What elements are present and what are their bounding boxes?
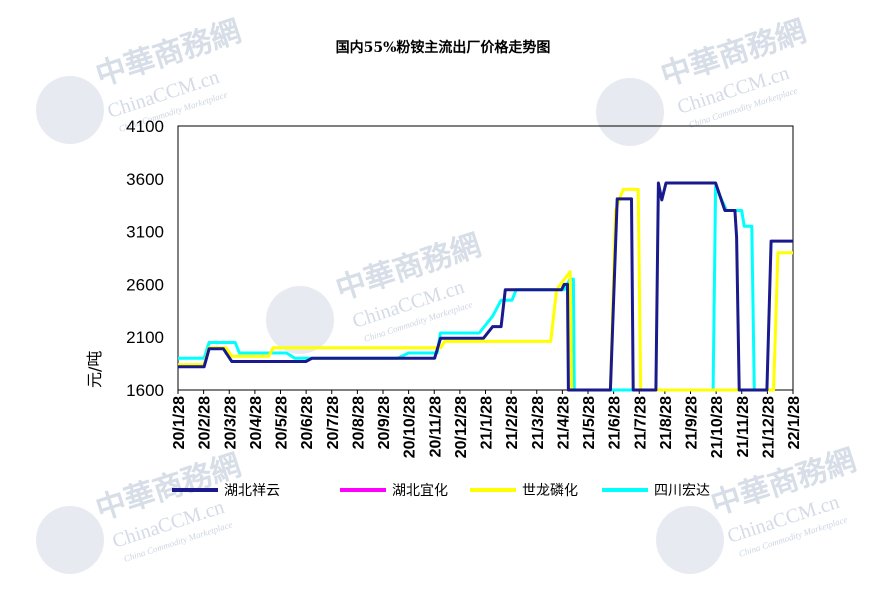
- y-tick-label: 3600: [126, 170, 164, 189]
- y-tick-label: 4100: [126, 117, 164, 136]
- x-tick-label: 21/2/28: [504, 396, 521, 449]
- x-tick-label: 21/8/28: [658, 396, 675, 449]
- series-lines: [178, 181, 793, 392]
- x-tick-label: 21/1/28: [479, 396, 496, 449]
- x-tick-label: 20/2/28: [197, 396, 214, 449]
- legend-label: 世龙磷化: [522, 483, 578, 499]
- x-tick-label: 20/4/28: [248, 396, 265, 449]
- series-line-湖北祥云: [178, 181, 793, 392]
- x-tick-label: 20/1/28: [171, 396, 188, 449]
- x-tick-label: 20/10/28: [402, 396, 419, 458]
- legend-label: 湖北宜化: [392, 483, 448, 499]
- x-tick-label: 22/1/28: [786, 396, 803, 449]
- legend-label: 四川宏达: [654, 483, 710, 499]
- x-axis: 20/1/28 20/2/28 20/3/28 20/4/28 20/5/28 20/6/…: [171, 390, 803, 458]
- y-axis: 1600 2100 2600 3100 3600 4100: [126, 117, 164, 400]
- x-tick-label: 21/5/28: [581, 396, 598, 449]
- x-tick-label: 21/10/28: [709, 396, 726, 458]
- watermark-globe-icon: [36, 76, 724, 574]
- y-tick-label: 2600: [126, 275, 164, 294]
- series-line-世龙磷化: [178, 187, 793, 392]
- y-tick-label: 3100: [126, 223, 164, 242]
- chart-title: 国内55%粉铵主流出厂价格走势图: [336, 39, 551, 56]
- y-tick-label: 2100: [126, 328, 164, 347]
- y-tick-label: 1600: [126, 381, 164, 400]
- x-tick-label: 21/12/28: [760, 396, 777, 458]
- x-tick-label: 21/6/28: [607, 396, 624, 449]
- x-tick-label: 20/5/28: [274, 396, 291, 449]
- x-tick-label: 21/9/28: [684, 396, 701, 449]
- x-tick-label: 20/12/28: [453, 396, 470, 458]
- legend: 湖北祥云 湖北宜化 世龙磷化 四川宏达: [172, 483, 710, 499]
- x-tick-label: 20/3/28: [222, 396, 239, 449]
- x-tick-label: 20/8/28: [350, 396, 367, 449]
- y-axis-label: 元/吨: [85, 351, 104, 388]
- x-tick-label: 21/3/28: [530, 396, 547, 449]
- x-tick-label: 20/9/28: [376, 396, 393, 449]
- series-line-四川宏达: [178, 184, 762, 392]
- x-tick-label: 21/7/28: [632, 396, 649, 449]
- legend-label: 湖北祥云: [224, 483, 280, 499]
- x-tick-label: 20/6/28: [299, 396, 316, 449]
- x-tick-label: 21/11/28: [735, 396, 752, 458]
- x-tick-label: 20/11/28: [427, 396, 444, 458]
- x-tick-label: 21/4/28: [555, 396, 572, 449]
- x-tick-label: 20/7/28: [325, 396, 342, 449]
